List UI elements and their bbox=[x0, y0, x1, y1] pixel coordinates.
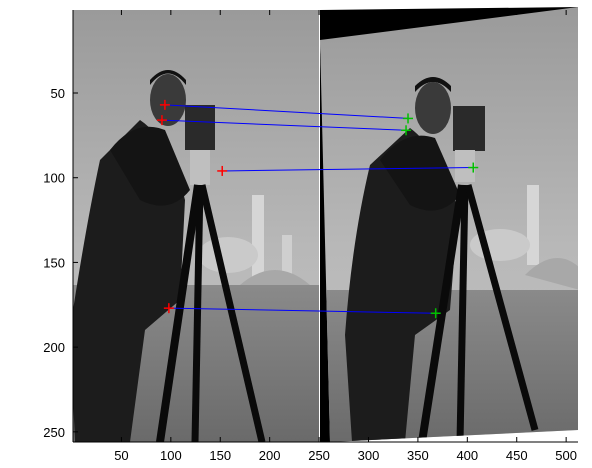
right-keypoint-marker bbox=[430, 308, 441, 319]
x-tick-label: 300 bbox=[358, 448, 380, 463]
x-tick-label: 350 bbox=[407, 448, 429, 463]
left-keypoint-marker bbox=[217, 165, 228, 176]
y-tick-label: 250 bbox=[43, 425, 65, 440]
right-keypoint-marker bbox=[401, 125, 412, 136]
match-line bbox=[222, 167, 474, 172]
right-keypoint-marker bbox=[468, 162, 479, 173]
x-tick-label: 50 bbox=[114, 448, 128, 463]
x-tick-label: 200 bbox=[259, 448, 281, 463]
left-keypoint-marker bbox=[156, 115, 167, 126]
match-line bbox=[168, 307, 436, 314]
y-tick-label: 50 bbox=[51, 86, 65, 101]
left-keypoint-marker bbox=[159, 99, 170, 110]
x-tick-label: 250 bbox=[308, 448, 330, 463]
feature-matches bbox=[156, 99, 479, 319]
x-axis-ticks: 50 100 150 200 250 300 350 400 450 500 bbox=[114, 10, 577, 463]
match-line bbox=[161, 119, 407, 131]
right-photo bbox=[320, 7, 578, 442]
y-tick-label: 150 bbox=[43, 255, 65, 270]
left-keypoint-marker bbox=[163, 303, 174, 314]
right-keypoint-marker bbox=[403, 113, 414, 124]
x-tick-label: 400 bbox=[456, 448, 478, 463]
x-tick-label: 450 bbox=[506, 448, 528, 463]
y-tick-label: 200 bbox=[43, 340, 65, 355]
x-tick-label: 500 bbox=[555, 448, 577, 463]
y-tick-label: 100 bbox=[43, 171, 65, 186]
left-photo bbox=[73, 10, 319, 442]
match-line bbox=[164, 104, 409, 119]
x-tick-label: 150 bbox=[209, 448, 231, 463]
x-tick-label: 100 bbox=[160, 448, 182, 463]
y-axis-ticks: 50 100 150 200 250 bbox=[43, 86, 78, 440]
